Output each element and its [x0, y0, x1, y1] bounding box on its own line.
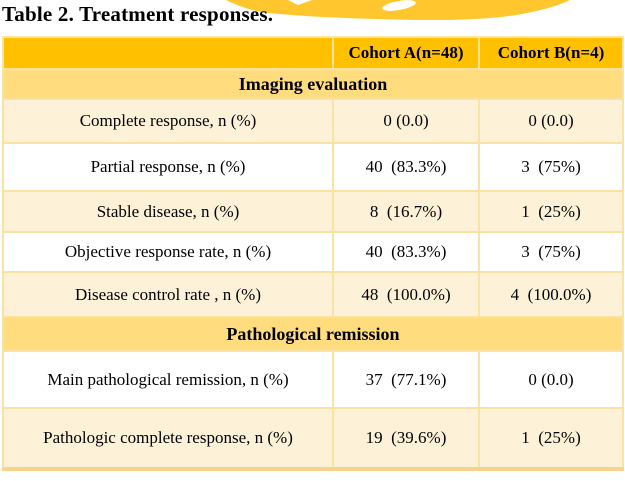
cohort-b-value: 1 (25%): [478, 190, 624, 233]
cohort-a-value: 48 (100.0%): [332, 271, 480, 318]
row-label: Complete response, n (%): [2, 98, 334, 144]
header-cell-cohort-b: Cohort B(n=4): [478, 36, 624, 70]
table-row: Objective response rate, n (%) 40 (83.3%…: [2, 231, 624, 273]
header-cell-cohort-a: Cohort A(n=48): [332, 36, 480, 70]
section-header-imaging: Imaging evaluation: [2, 68, 624, 100]
header-cell-blank: [2, 36, 334, 70]
row-label: Pathologic complete response, n (%): [2, 407, 334, 470]
cohort-a-value: 40 (83.3%): [332, 142, 480, 192]
cohort-a-value: 19 (39.6%): [332, 407, 480, 470]
page-title: Table 2. Treatment responses.: [2, 2, 274, 26]
row-label: Main pathological remission, n (%): [2, 350, 334, 409]
cohort-b-value: 3 (75%): [478, 142, 624, 192]
cohort-a-value: 40 (83.3%): [332, 231, 480, 273]
table-row: Disease control rate , n (%) 48 (100.0%)…: [2, 271, 624, 318]
section-header-pathological: Pathological remission: [2, 316, 624, 352]
cohort-b-value: 1 (25%): [478, 407, 624, 470]
treatment-responses-table: Cohort A(n=48) Cohort B(n=4) Imaging eva…: [2, 36, 624, 471]
table-header-row: Cohort A(n=48) Cohort B(n=4): [2, 36, 624, 70]
row-label: Partial response, n (%): [2, 142, 334, 192]
table-row: Stable disease, n (%) 8 (16.7%) 1 (25%): [2, 190, 624, 233]
yellow-swoosh-graphic: [226, 0, 570, 21]
row-label: Objective response rate, n (%): [2, 231, 334, 273]
table-row: Main pathological remission, n (%) 37 (7…: [2, 350, 624, 409]
cohort-b-value: 3 (75%): [478, 231, 624, 273]
cohort-a-value: 37 (77.1%): [332, 350, 480, 409]
cohort-a-value: 0 (0.0): [332, 98, 480, 144]
cohort-b-value: 0 (0.0): [478, 350, 624, 409]
row-label: Stable disease, n (%): [2, 190, 334, 233]
cohort-b-value: 0 (0.0): [478, 98, 624, 144]
row-label: Disease control rate , n (%): [2, 271, 334, 318]
cohort-a-value: 8 (16.7%): [332, 190, 480, 233]
cohort-b-value: 4 (100.0%): [478, 271, 624, 318]
section-header-label: Pathological remission: [2, 316, 624, 352]
table-row: Complete response, n (%) 0 (0.0) 0 (0.0): [2, 98, 624, 144]
table-row: Pathologic complete response, n (%) 19 (…: [2, 407, 624, 470]
table-row: Partial response, n (%) 40 (83.3%) 3 (75…: [2, 142, 624, 192]
section-header-label: Imaging evaluation: [2, 68, 624, 100]
